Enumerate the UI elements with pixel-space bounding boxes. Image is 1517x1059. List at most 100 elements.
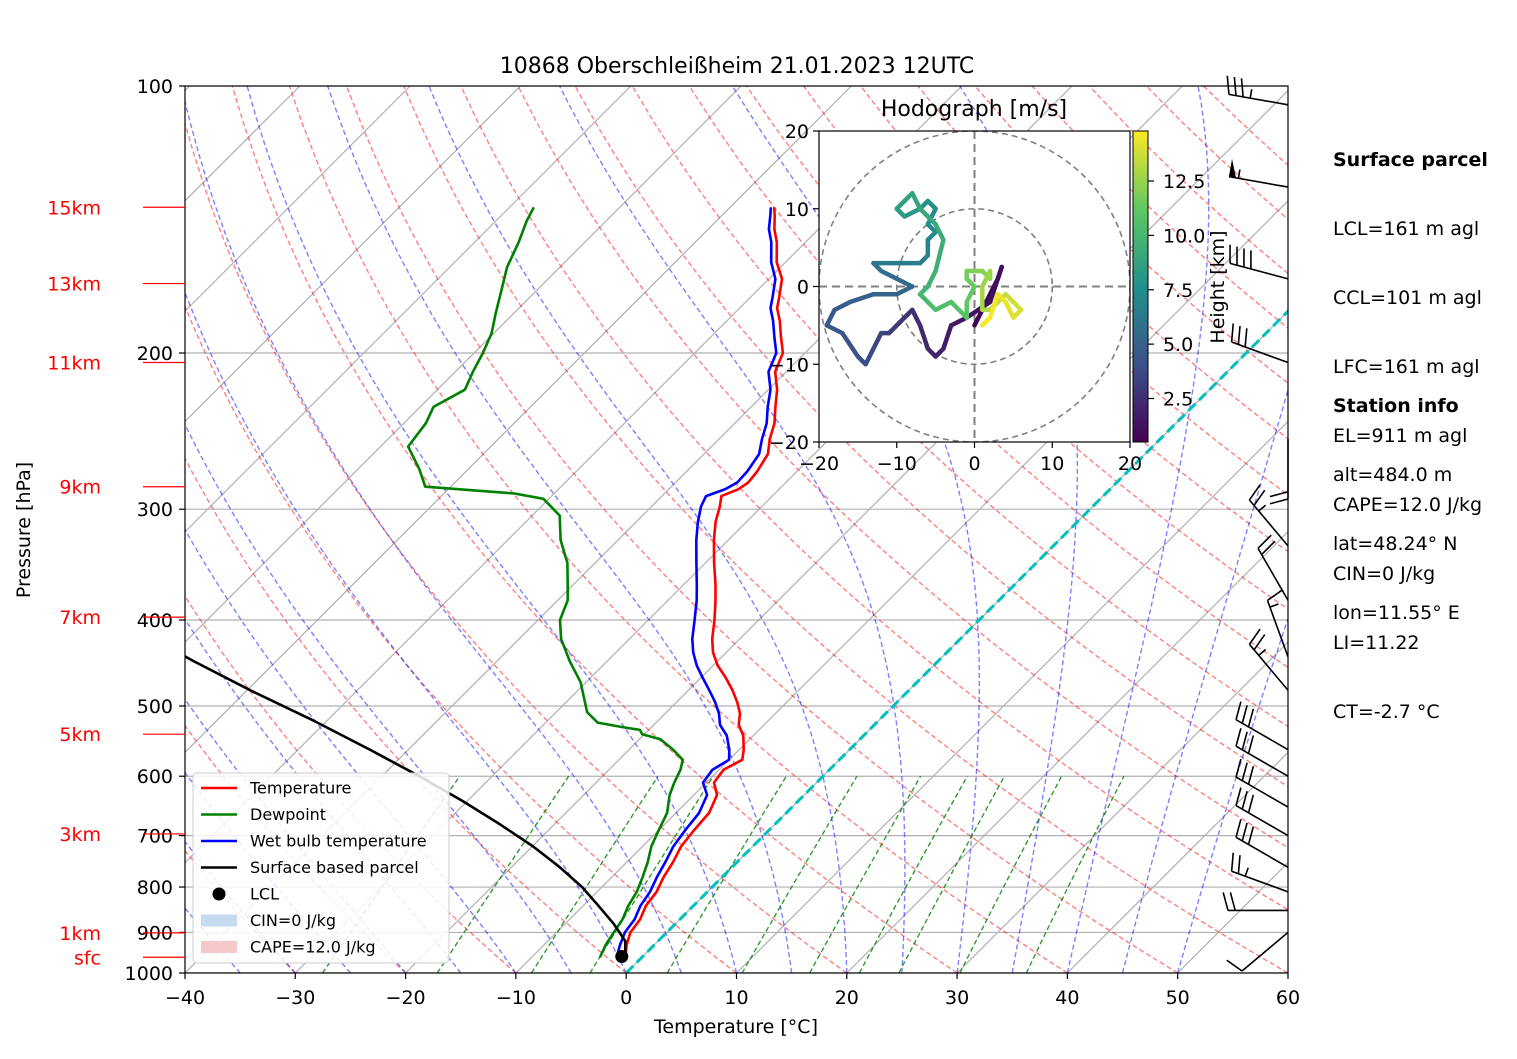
legend-swatch — [212, 887, 226, 901]
dry-adiabat — [860, 86, 1288, 496]
wind-barb — [1257, 534, 1289, 601]
barb-full — [1261, 540, 1276, 556]
dry-adiabat — [403, 86, 1288, 973]
wind-barb — [1235, 758, 1289, 808]
hodograph-segment — [832, 299, 853, 313]
barb-staff — [1235, 776, 1289, 808]
moist-adiabat — [327, 86, 793, 973]
height-label: 5km — [59, 724, 101, 746]
x-tick-label: 60 — [1276, 987, 1300, 1009]
barb-staff — [1235, 804, 1289, 837]
info-line: CT=-2.7 °C — [1333, 701, 1440, 723]
barb-half — [1237, 169, 1241, 179]
barb-staff — [1241, 931, 1289, 972]
hodograph-y-tick-label: −20 — [769, 432, 809, 454]
height-label: 3km — [59, 824, 101, 846]
barb-full — [1235, 787, 1242, 806]
moist-adiabat — [246, 86, 738, 973]
barb-staff — [1235, 836, 1289, 868]
colorbar-tick-label: 10.0 — [1163, 225, 1205, 247]
wind-barb — [1235, 701, 1289, 751]
moist-adiabat — [185, 907, 241, 973]
mixing-ratio-line — [436, 775, 570, 973]
barb-staff — [1235, 718, 1289, 751]
hodograph-segment — [847, 292, 876, 305]
mixing-ratio-line — [858, 775, 968, 973]
legend-label: LCL — [250, 885, 279, 904]
dry-adiabat — [231, 86, 958, 973]
legend-label: Dewpoint — [250, 805, 326, 824]
barb-half — [1269, 603, 1279, 608]
wind-barbs — [1222, 75, 1289, 972]
info-line: alt=484.0 m — [1333, 464, 1453, 486]
isotherm-gridline — [185, 86, 852, 754]
hodograph-segment — [933, 299, 954, 313]
x-tick-label: 10 — [724, 987, 748, 1009]
hodograph-y-tick-label: 0 — [797, 277, 809, 299]
moist-adiabat — [185, 422, 572, 973]
dry-adiabat — [185, 304, 737, 973]
hodograph-y-tick-label: 10 — [785, 199, 809, 221]
wind-barb — [1235, 787, 1289, 837]
hodograph-segment — [1003, 299, 1016, 320]
wind-barb — [1222, 892, 1288, 912]
hodograph-segment — [933, 237, 946, 274]
height-label: 13km — [47, 274, 101, 296]
wind-barb — [1229, 244, 1289, 280]
barb-full — [1229, 892, 1236, 911]
barb-full — [1241, 762, 1248, 781]
legend-swatch — [201, 941, 237, 953]
barb-half — [1249, 89, 1253, 99]
barb-full — [1240, 78, 1244, 97]
barb-full — [1253, 634, 1266, 651]
chart-title: 10868 Oberschleißheim 21.01.2023 12UTC — [500, 54, 975, 79]
height-label: 9km — [59, 477, 101, 499]
axes: −40 −30 −20 −10 0 10 20 30 40 50 60100200300400500… — [47, 76, 1300, 1009]
barb-full — [1267, 589, 1284, 602]
moist-adiabat — [185, 290, 627, 973]
hodograph-segment — [878, 268, 899, 281]
hodograph-segment — [894, 276, 915, 289]
barb-full — [1241, 822, 1248, 842]
wind-barb — [1226, 931, 1289, 972]
hodograph-segment — [902, 206, 923, 219]
barb-full — [1226, 959, 1243, 972]
y-tick-label: 600 — [137, 766, 173, 788]
hodograph-segment — [941, 323, 954, 351]
barb-staff — [1266, 600, 1289, 658]
wind-barb — [1230, 323, 1289, 364]
barb-half — [1244, 867, 1249, 877]
isotherm-gridline — [625, 310, 1288, 973]
barb-full — [1226, 75, 1230, 95]
hodograph-y-tick-label: −10 — [769, 354, 809, 376]
wind-barb — [1248, 484, 1289, 547]
hodograph-segment — [987, 292, 1001, 320]
hodograph-segment — [925, 268, 938, 289]
hodograph-segment — [980, 268, 993, 289]
y-axis-label: Pressure [hPa] — [13, 462, 35, 598]
barb-full — [1253, 489, 1266, 506]
wind-barb — [1248, 628, 1289, 691]
barb-full — [1269, 490, 1289, 498]
isotherm-gridline — [1066, 751, 1288, 973]
hodograph-x-tick-label: 0 — [968, 453, 980, 475]
barb-full — [1247, 794, 1255, 814]
legend-label: Surface based parcel — [250, 858, 419, 877]
hodograph-segment — [840, 330, 861, 359]
barb-staff — [1235, 745, 1289, 777]
barb-full — [1248, 628, 1261, 645]
x-tick-label: 50 — [1166, 987, 1190, 1009]
isotherm-gridline — [185, 86, 521, 423]
info-line: CIN=0 J/kg — [1333, 563, 1436, 585]
barb-full — [1235, 758, 1242, 778]
barb-staff — [1248, 643, 1289, 691]
wind-barb — [1228, 158, 1289, 188]
x-tick-label: 20 — [835, 987, 859, 1009]
barb-full — [1237, 855, 1241, 874]
isotherm-gridline — [956, 641, 1288, 973]
barb-full — [1230, 852, 1235, 872]
colorbar-tick-label: 5.0 — [1163, 334, 1193, 356]
dry-adiabat — [288, 86, 1068, 973]
legend-label: Temperature — [249, 779, 351, 798]
isotherm-gridline — [515, 200, 1288, 973]
